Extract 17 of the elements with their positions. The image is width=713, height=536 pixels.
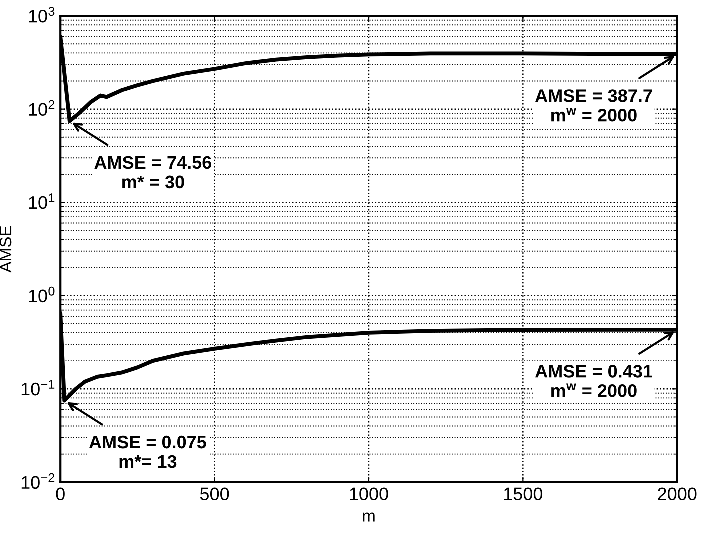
x-tick-label: 1500 [504, 488, 543, 501]
y-tick-label: 10$^{1}$ [29, 194, 55, 210]
x-axis-title: m [363, 512, 375, 522]
y-tick-label: 10$^{−1}$ [22, 380, 55, 396]
annotation: AMSE = 387.7 m$^{w}$ = 2000 [536, 90, 652, 122]
y-tick-label: 10$^{0}$ [29, 286, 55, 303]
x-tick-label: 500 [200, 488, 230, 501]
x-tick-label: 2000 [658, 488, 697, 501]
annotation: AMSE = 0.431 m$^{w}$ = 2000 [536, 365, 652, 398]
x-tick-label: 1000 [350, 488, 388, 501]
y-tick-label: 10$^{−2}$ [22, 473, 55, 490]
y-tick-label: 10$^{2}$ [29, 100, 55, 116]
y-tick-label: 10$^{3}$ [29, 7, 55, 23]
annotation: AMSE = 0.075 m*= 13 [89, 436, 206, 468]
annotation: AMSE = 74.56 m* = 30 [94, 156, 212, 189]
x-tick-label: 0 [56, 488, 65, 501]
y-axis-title: AMSE [0, 226, 12, 273]
